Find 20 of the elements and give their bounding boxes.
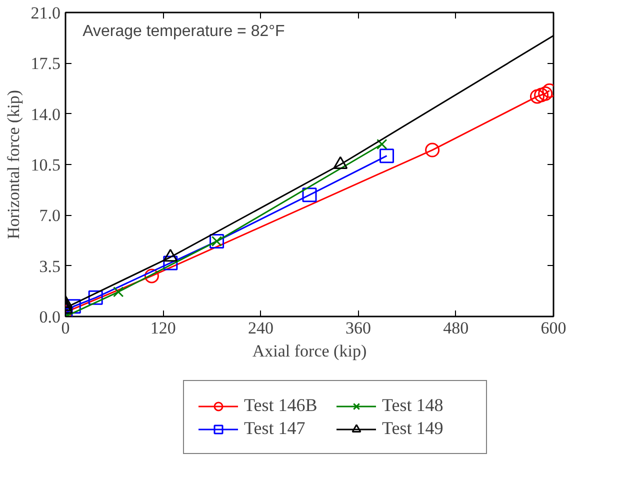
x-tick-label: 360 xyxy=(346,318,372,338)
y-tick-label: 21.0 xyxy=(30,4,60,22)
y-axis-title: Horizontal force (kip) xyxy=(4,90,23,240)
legend-label: Test 149 xyxy=(382,418,444,439)
y-tick-label: 3.5 xyxy=(39,256,60,276)
legend-label: Test 148 xyxy=(382,395,444,416)
legend-label: Test 146B xyxy=(244,395,318,416)
y-tick-label: 7.0 xyxy=(39,206,60,226)
y-tick-label: 14.0 xyxy=(30,104,60,124)
annotation: Average temperature = 82°F xyxy=(82,23,286,40)
x-axis-title: Axial force (kip) xyxy=(252,342,367,360)
x-tick-label: 600 xyxy=(540,318,566,338)
x-tick-label: 480 xyxy=(443,318,469,338)
x-tick-label: 0 xyxy=(61,318,70,338)
y-tick-label: 10.5 xyxy=(30,156,60,174)
y-tick-label: 17.5 xyxy=(30,54,60,74)
legend-label: Test 147 xyxy=(244,418,306,439)
x-tick-label: 120 xyxy=(150,318,176,338)
x-tick-label: 240 xyxy=(248,318,274,338)
y-tick-label: 0.0 xyxy=(39,308,60,326)
